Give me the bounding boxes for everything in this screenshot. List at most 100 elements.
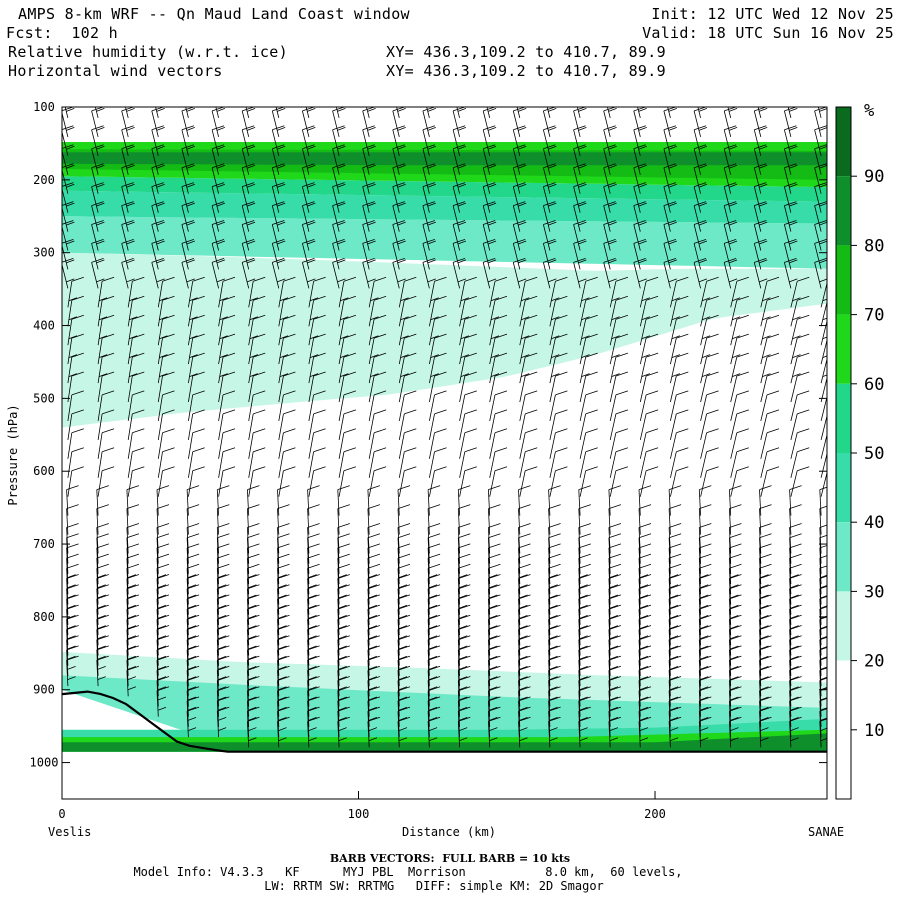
wind-barb xyxy=(127,276,145,308)
wind-barb xyxy=(337,584,350,615)
wind-barb xyxy=(367,563,381,595)
wind-barb xyxy=(548,533,561,564)
wind-barb xyxy=(519,428,538,459)
wind-barb xyxy=(362,144,376,175)
wind-barb xyxy=(459,352,477,384)
wind-barb xyxy=(156,533,170,564)
wind-barb xyxy=(482,201,497,232)
wind-barb xyxy=(278,371,296,403)
y-tick-label: 500 xyxy=(33,391,55,405)
wind-barb xyxy=(151,182,165,213)
colorbar-unit: % xyxy=(864,101,874,121)
wind-barb xyxy=(609,409,629,440)
wind-barb xyxy=(543,125,557,156)
wind-barb xyxy=(422,239,436,270)
wind-barb xyxy=(338,295,357,327)
wind-barb xyxy=(543,144,557,175)
wind-barb xyxy=(216,645,230,676)
wind-barb xyxy=(482,125,497,156)
wind-barb xyxy=(338,371,357,403)
wind-barb xyxy=(332,163,346,194)
wind-barb xyxy=(362,125,376,156)
wind-barb xyxy=(579,390,598,421)
wind-barb xyxy=(367,614,381,646)
wind-barb xyxy=(638,504,652,535)
wind-barb xyxy=(427,635,441,666)
wind-barb xyxy=(338,352,357,384)
wind-barb xyxy=(578,625,591,656)
wind-barb xyxy=(549,466,568,497)
wind-barb xyxy=(308,447,326,478)
wind-barb xyxy=(668,543,682,574)
wind-barb xyxy=(186,706,200,738)
wind-barb xyxy=(759,485,772,516)
wind-barb xyxy=(186,485,200,516)
wind-barb xyxy=(216,584,230,615)
wind-barb xyxy=(397,485,411,516)
wind-barb xyxy=(338,333,357,365)
wind-barb xyxy=(814,125,827,156)
wind-barb xyxy=(638,665,652,697)
wind-barb xyxy=(156,686,170,717)
wind-barb xyxy=(66,635,79,666)
wind-barb xyxy=(185,107,195,118)
wind-barb xyxy=(638,604,652,636)
wind-barb xyxy=(609,276,629,308)
wind-barb xyxy=(730,428,749,459)
wind-barb xyxy=(247,716,260,748)
wind-barb xyxy=(700,409,719,440)
wind-barb xyxy=(332,107,346,137)
wind-barb xyxy=(247,523,260,554)
wind-barb xyxy=(457,635,471,666)
wind-barb xyxy=(548,614,561,646)
wind-barb xyxy=(156,625,170,656)
wind-barb xyxy=(398,295,417,327)
wind-barb xyxy=(519,466,538,497)
wind-barb xyxy=(126,485,140,516)
wind-barb xyxy=(489,276,508,308)
wind-barb xyxy=(307,543,320,574)
wind-barb xyxy=(241,258,256,289)
wind-barb xyxy=(573,163,587,194)
wind-barb xyxy=(398,409,417,440)
y-tick-label: 600 xyxy=(33,464,55,478)
wind-barb xyxy=(367,625,381,656)
wind-barb xyxy=(549,314,568,346)
wind-barb xyxy=(67,409,84,440)
wind-barb xyxy=(126,574,140,605)
wind-barb xyxy=(156,563,170,595)
wind-barb xyxy=(392,258,406,289)
wind-barb xyxy=(247,485,260,516)
wind-barb xyxy=(156,635,170,666)
wind-barb xyxy=(211,182,226,213)
wind-barb xyxy=(429,371,447,403)
wind-barb xyxy=(639,409,659,440)
wind-barb xyxy=(302,182,316,213)
wind-barb xyxy=(247,676,260,707)
wind-barb xyxy=(668,625,682,656)
wind-barb xyxy=(723,107,738,137)
wind-barb xyxy=(488,485,501,516)
wind-barb xyxy=(759,523,772,554)
wind-barb xyxy=(181,258,195,289)
wind-barb xyxy=(488,614,501,646)
wind-barb xyxy=(186,604,200,636)
wind-barb xyxy=(543,182,557,213)
wind-barb xyxy=(700,352,719,384)
wind-barb xyxy=(307,553,320,585)
wind-barb xyxy=(186,676,200,707)
wind-barb xyxy=(277,584,290,615)
wind-barb xyxy=(668,696,682,727)
colorbar-segment xyxy=(836,314,851,384)
wind-barb xyxy=(488,686,501,717)
wind-barb xyxy=(126,604,140,636)
wind-barb xyxy=(729,604,742,636)
wind-barb xyxy=(784,220,798,251)
wind-barb xyxy=(96,584,109,615)
wind-barb xyxy=(308,390,326,421)
wind-barb xyxy=(819,555,827,585)
wind-barb xyxy=(578,584,591,615)
wind-barb xyxy=(338,314,357,346)
wind-barb xyxy=(787,107,798,118)
wind-barb xyxy=(488,584,501,615)
